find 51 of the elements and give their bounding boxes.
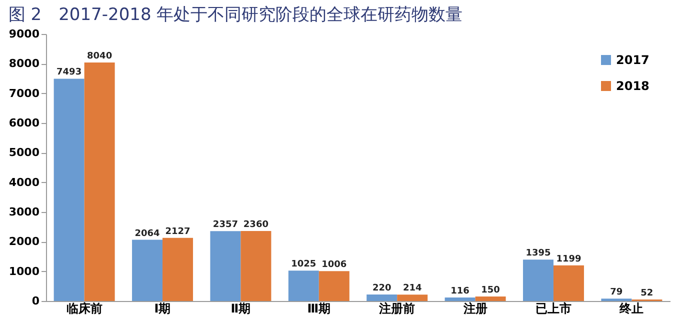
data-label: 8040 [87, 51, 112, 62]
data-label: 1395 [526, 248, 551, 259]
data-label: 1199 [556, 254, 582, 264]
data-label: 79 [610, 288, 623, 298]
x-tick-label: 注册 [462, 302, 488, 316]
data-label: 1006 [322, 260, 347, 270]
bar [84, 62, 115, 301]
legend-label: 2017 [616, 53, 650, 67]
x-tick-label: 已上市 [535, 302, 572, 316]
bar [444, 298, 476, 301]
bar [210, 231, 241, 301]
y-tick-label: 8000 [8, 57, 40, 70]
bar [522, 260, 554, 301]
data-label: 116 [450, 286, 470, 297]
bar [288, 270, 319, 301]
x-tick-label: Ⅰ期 [154, 302, 171, 316]
bar [553, 265, 584, 301]
bar [240, 230, 272, 301]
y-tick-label: 5000 [8, 146, 40, 160]
bar [397, 294, 428, 301]
y-tick-label: 0 [32, 294, 40, 308]
data-label: 2127 [165, 226, 190, 237]
data-label: 150 [481, 286, 500, 296]
x-tick-label: Ⅱ期 [230, 302, 251, 316]
y-tick-label: 7000 [8, 86, 40, 100]
x-tick-label: 临床前 [66, 302, 102, 316]
y-tick-label: 4000 [8, 176, 40, 189]
bar [366, 294, 398, 301]
y-tick-label: 2000 [8, 235, 40, 248]
data-label: 2360 [243, 220, 268, 230]
chart-title: 图 2 2017-2018 年处于不同研究阶段的全球在研药物数量 [8, 5, 463, 25]
data-label: 52 [640, 288, 654, 298]
legend-label: 2018 [616, 79, 650, 93]
data-label: 214 [402, 284, 422, 294]
data-label: 220 [372, 283, 392, 294]
bar [475, 296, 506, 301]
bar [132, 240, 163, 301]
y-tick-label: 6000 [8, 116, 40, 130]
data-label: 2357 [212, 220, 238, 230]
data-label: 2064 [134, 228, 160, 239]
y-tick-label: 1000 [8, 264, 40, 278]
bar [318, 271, 350, 301]
y-tick-label: 9000 [8, 28, 40, 40]
x-tick-label: Ⅲ期 [307, 302, 331, 316]
data-label: 7493 [56, 68, 82, 78]
x-tick-label: 注册前 [378, 302, 416, 316]
y-tick-label: 3000 [8, 206, 40, 218]
bar [162, 238, 194, 301]
data-label: 1025 [291, 260, 316, 270]
bar [54, 78, 84, 301]
x-tick-label: 终止 [618, 302, 644, 316]
